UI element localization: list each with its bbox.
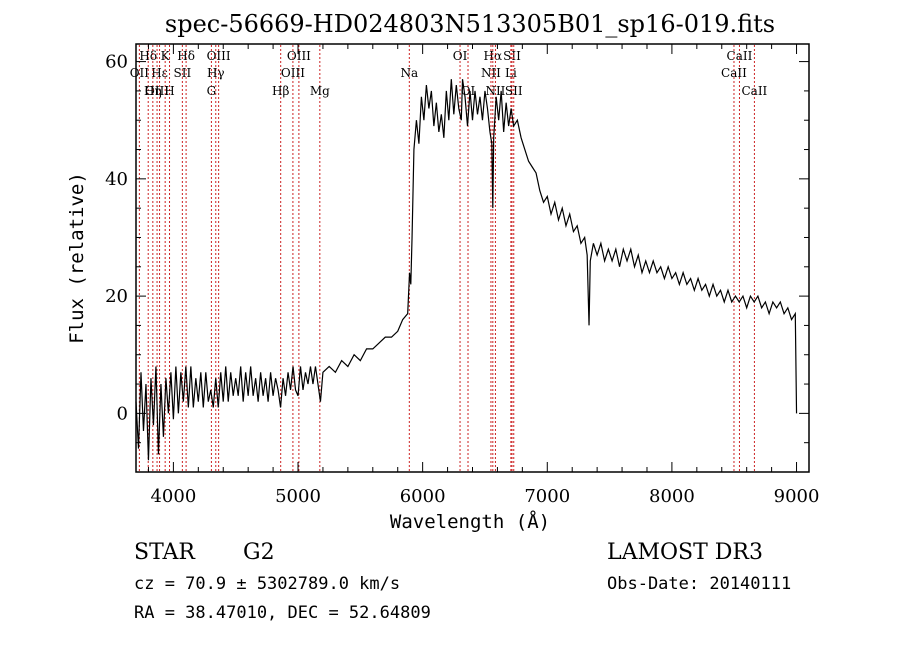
spectral-line-label: OIII (207, 49, 231, 63)
spectral-line-label: NII (485, 84, 505, 98)
x-tick-label: 9000 (774, 486, 820, 507)
spectral-line-label: Hγ (207, 66, 225, 80)
spectral-line-label: Hδ (177, 49, 195, 63)
spectral-line-label: OIII (287, 49, 311, 63)
spectral-line-label: Mg (310, 84, 330, 98)
y-axis-label: Flux (relative) (66, 172, 88, 344)
y-tick-label: 60 (105, 52, 128, 73)
spectral-line-label: CaII (721, 66, 747, 80)
coordinates-line: RA = 38.47010, DEC = 52.64809 (134, 603, 431, 623)
x-tick-label: 6000 (400, 486, 446, 507)
axis-ticks-layer: 4000 5000 6000 7000 8000 9000 0 20 40 60 (105, 44, 819, 507)
spectral-line-label: SII (505, 84, 523, 98)
spectral-line-label: Li (505, 66, 517, 80)
spectral-line-label: OIII (145, 84, 169, 98)
object-class: STAR (134, 540, 196, 565)
spectral-line-label: Hη (144, 84, 162, 98)
spectral-line-label: Hε (151, 66, 168, 80)
spectral-line-label: Na (400, 66, 418, 80)
survey-name: LAMOST DR3 (607, 540, 763, 565)
spectral-line-label: K (161, 49, 171, 63)
spectral-line-label: H (164, 84, 174, 98)
spectral-line-label: G (207, 84, 217, 98)
y-tick-label: 20 (105, 286, 128, 307)
spectral-line-label: Hβ (272, 84, 289, 98)
spectral-line-label: OIII (281, 66, 305, 80)
x-tick-label: 7000 (524, 486, 570, 507)
x-tick-label: 8000 (649, 486, 695, 507)
spectral-line-label: CaII (741, 84, 767, 98)
spectral-line-label: SII (503, 49, 521, 63)
y-tick-label: 0 (117, 403, 128, 424)
spectral-line-label: CaII (727, 49, 753, 63)
object-subclass: G2 (243, 540, 275, 565)
spectral-line-label: OI (453, 49, 468, 63)
x-axis-label: Wavelength (Å) (390, 510, 550, 533)
spectral-line-label: SII (174, 66, 192, 80)
x-tick-label: 5000 (275, 486, 321, 507)
spectral-line-label: Hα (484, 49, 503, 63)
spectral-line-label: Hδ (139, 49, 157, 63)
y-tick-label: 40 (105, 169, 128, 190)
x-tick-label: 4000 (150, 486, 196, 507)
observation-date: Obs-Date: 20140111 (607, 574, 791, 594)
plot-frame (135, 43, 810, 473)
chart-title: spec-56669-HD024803N513305B01_sp16-019.f… (165, 10, 775, 38)
spectrum-line (135, 79, 798, 461)
spectral-line-label: NII (481, 66, 501, 80)
redshift-line: cz = 70.9 ± 5302789.0 km/s (134, 574, 400, 594)
spectral-line-label: OII (130, 66, 150, 80)
